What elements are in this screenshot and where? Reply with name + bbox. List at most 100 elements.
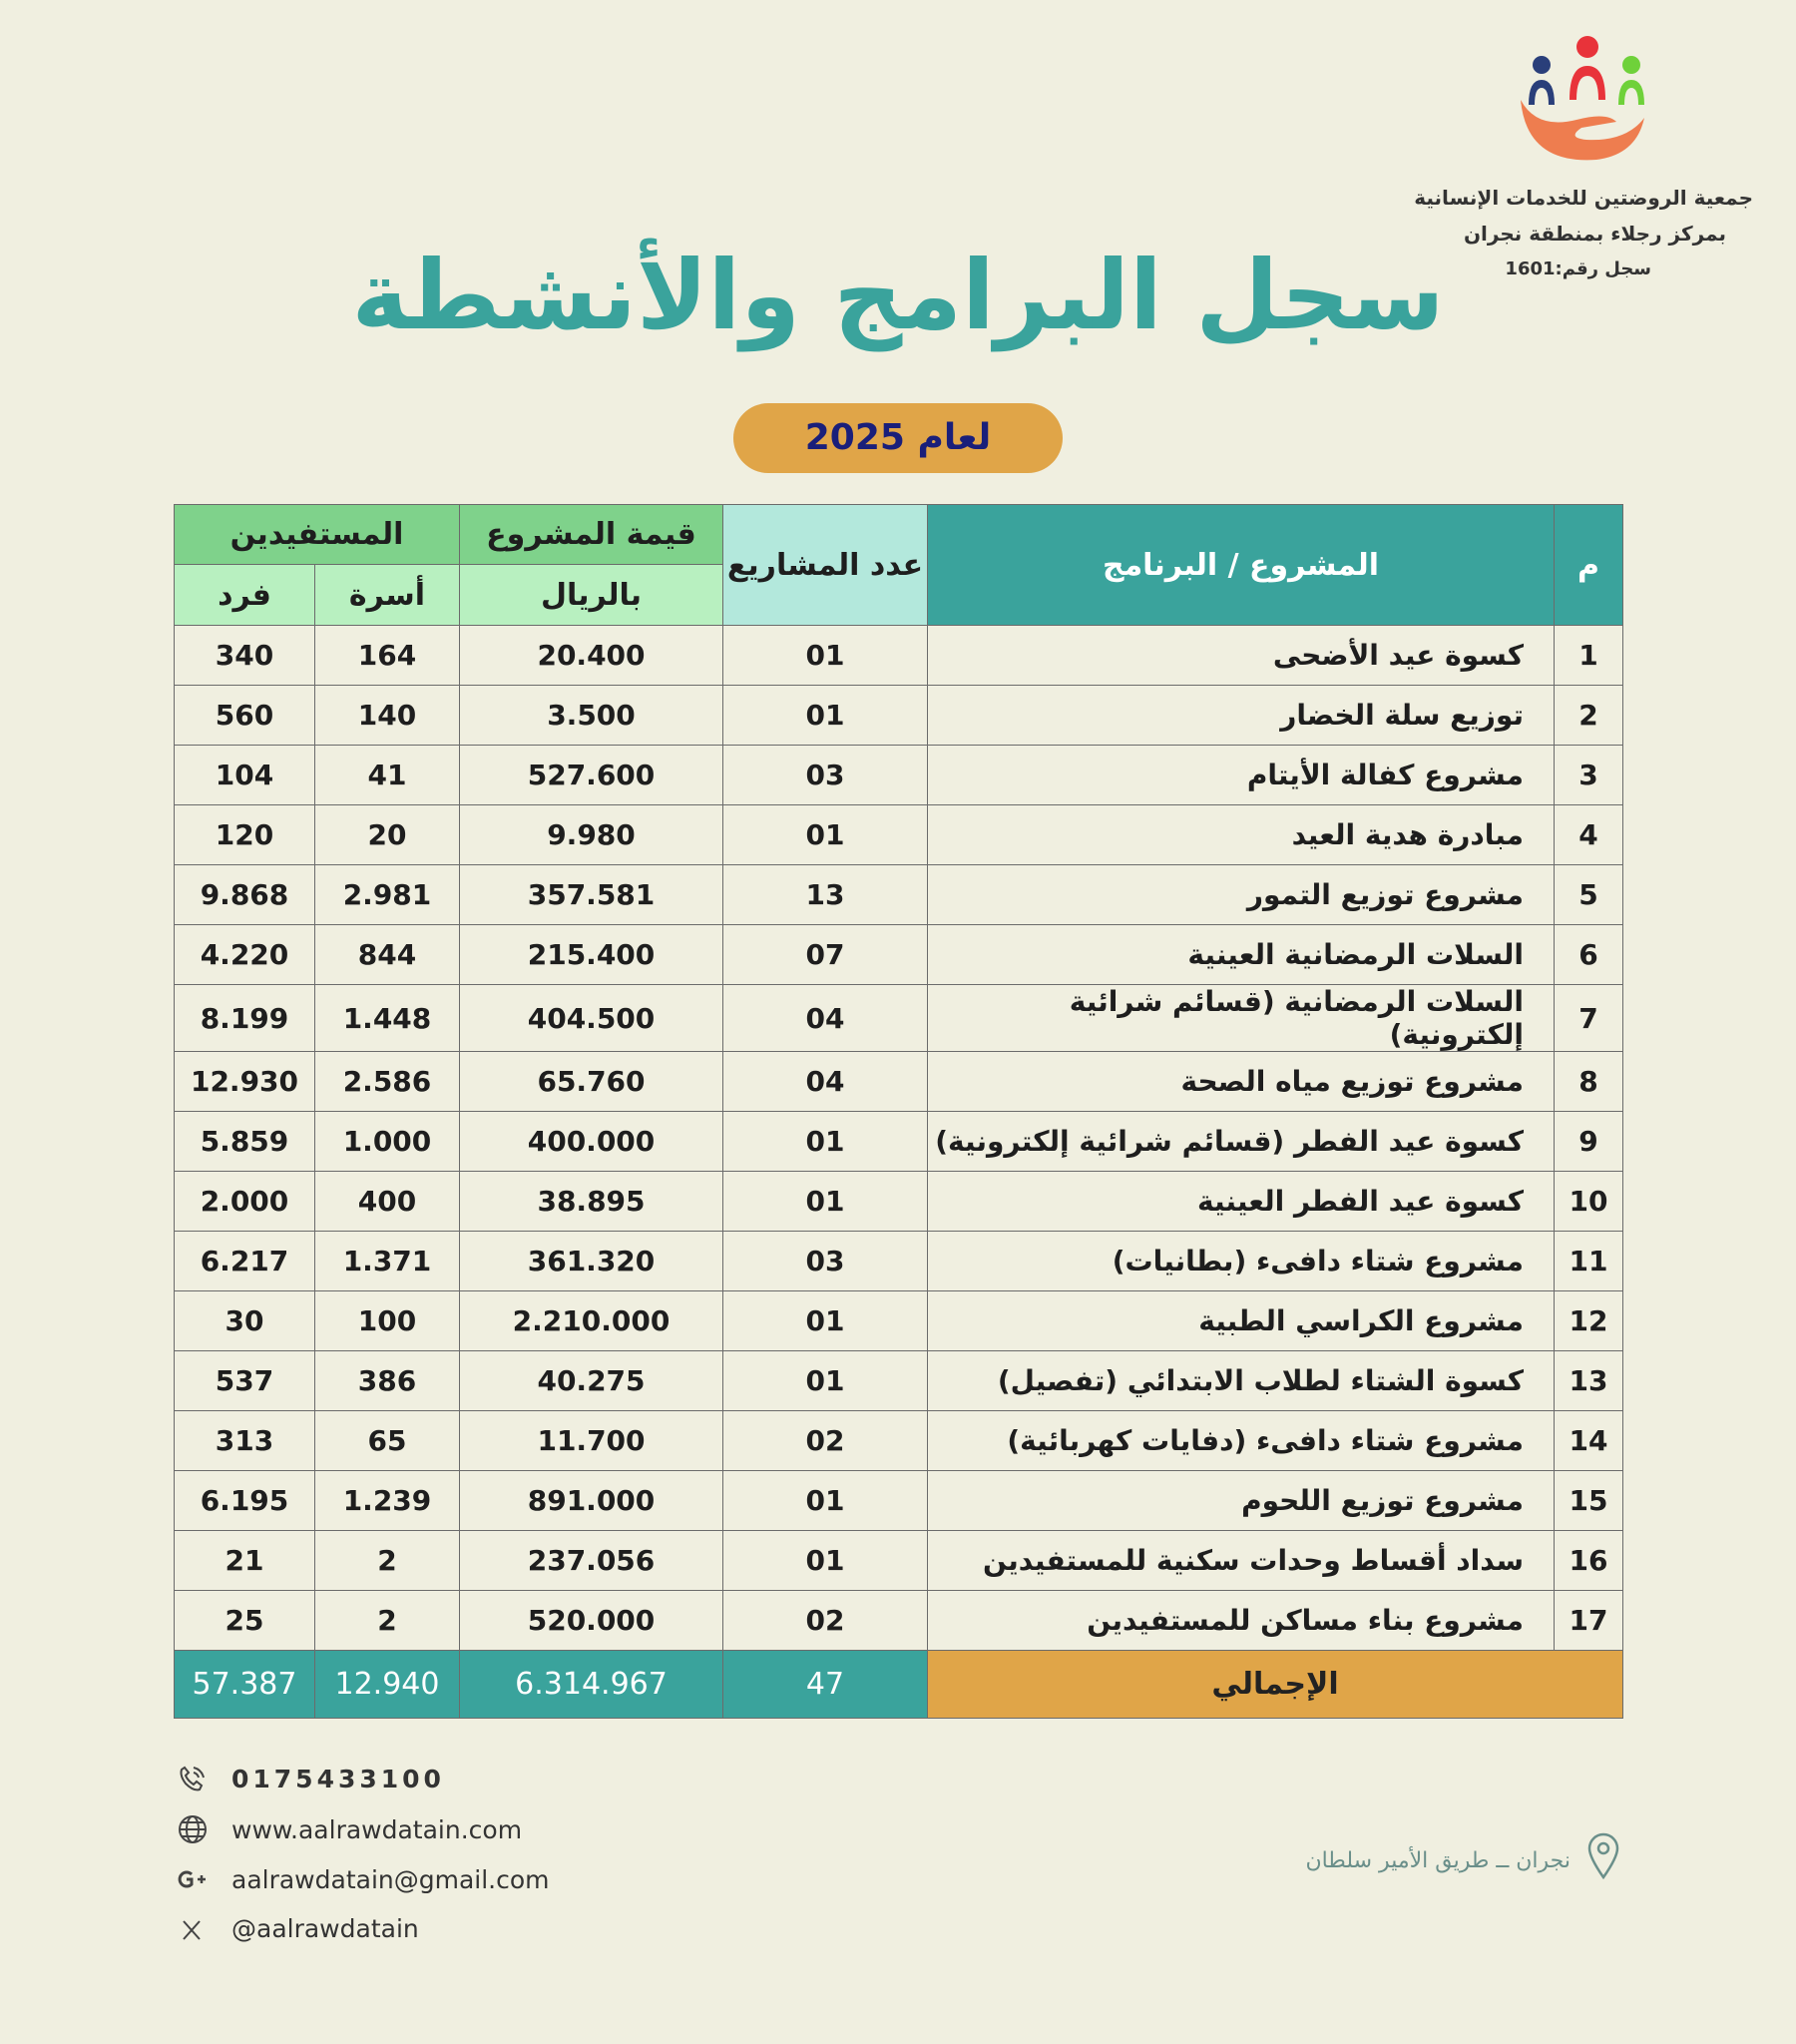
program-name: كسوة عيد الأضحى: [927, 625, 1555, 686]
project-value: 361.320: [459, 1231, 723, 1291]
row-index: 13: [1554, 1350, 1623, 1411]
project-count: 04: [722, 984, 928, 1052]
individuals: 6.217: [174, 1231, 315, 1291]
individuals: 313: [174, 1410, 315, 1471]
program-name: كسوة عيد الفطر (قسائم شرائية إلكترونية): [927, 1111, 1555, 1172]
project-value: 237.056: [459, 1530, 723, 1591]
header-beneficiaries: المستفيدين: [174, 504, 460, 565]
project-count: 01: [722, 1470, 928, 1531]
table-body: 1 كسوة عيد الأضحى 01 20.400 164 340 2 توزيع سلة…: [174, 625, 1623, 1719]
individuals: 340: [174, 625, 315, 686]
families: 1.239: [314, 1470, 460, 1531]
header-index: م: [1554, 504, 1623, 626]
program-name: كسوة عيد الفطر العينية: [927, 1171, 1555, 1232]
header-count: عدد المشاريع: [722, 504, 928, 626]
header-individual: فرد: [174, 564, 315, 626]
project-count: 01: [722, 1350, 928, 1411]
project-value: 11.700: [459, 1410, 723, 1471]
project-count: 02: [722, 1410, 928, 1471]
families: 20: [314, 804, 460, 865]
table-row: 13 كسوة الشتاء لطلاب الابتدائي (تفصيل) 01 4…: [174, 1350, 1623, 1411]
table-row: 12 مشروع الكراسي الطبية 01 2.210.000 100 30: [174, 1290, 1623, 1351]
project-value: 65.760: [459, 1051, 723, 1112]
logo: [1521, 36, 1644, 161]
families: 1.448: [314, 984, 460, 1052]
families: 400: [314, 1171, 460, 1232]
total-individual: 57.387: [174, 1650, 315, 1719]
individuals: 21: [174, 1530, 315, 1591]
table-row: 4 مبادرة هدية العيد 01 9.980 20 120: [174, 804, 1623, 865]
website: www.aalrawdatain.com: [231, 1815, 523, 1844]
project-count: 04: [722, 1051, 928, 1112]
project-value: 215.400: [459, 924, 723, 985]
project-value: 527.600: [459, 745, 723, 805]
program-name: توزيع سلة الخضار: [927, 685, 1555, 746]
title: سجل البرامج والأنشطة: [351, 240, 1445, 351]
programs-table: م المشروع / البرنامج عدد المشاريع قيمة ا…: [174, 504, 1623, 1719]
families: 140: [314, 685, 460, 746]
project-count: 01: [722, 1171, 928, 1232]
families: 2.981: [314, 864, 460, 925]
row-index: 11: [1554, 1231, 1623, 1291]
table-row: 1 كسوة عيد الأضحى 01 20.400 164 340: [174, 625, 1623, 686]
total-count: 47: [722, 1650, 928, 1719]
individuals: 9.868: [174, 864, 315, 925]
project-count: 13: [722, 864, 928, 925]
table-row: 17 مشروع بناء مساكن للمستفيدين 02 520.000 2 2…: [174, 1590, 1623, 1651]
individuals: 537: [174, 1350, 315, 1411]
individuals: 12.930: [174, 1051, 315, 1112]
individuals: 6.195: [174, 1470, 315, 1531]
program-name: مشروع شتاء دافىء (دفايات كهربائية): [927, 1410, 1555, 1471]
individuals: 30: [174, 1290, 315, 1351]
project-count: 02: [722, 1590, 928, 1651]
row-index: 6: [1554, 924, 1623, 985]
header-value: قيمة المشروع: [459, 504, 723, 565]
table-row: 9 كسوة عيد الفطر (قسائم شرائية إلكترونية)…: [174, 1111, 1623, 1172]
program-name: مشروع شتاء دافىء (بطانيات): [927, 1231, 1555, 1291]
table-row: 11 مشروع شتاء دافىء (بطانيات) 03 361.320 1.3…: [174, 1231, 1623, 1291]
project-value: 20.400: [459, 625, 723, 686]
families: 164: [314, 625, 460, 686]
table-row: 14 مشروع شتاء دافىء (دفايات كهربائية) 02 11…: [174, 1410, 1623, 1471]
table-row: 15 مشروع توزيع اللحوم 01 891.000 1.239 6.195: [174, 1470, 1623, 1531]
row-index: 10: [1554, 1171, 1623, 1232]
row-index: 16: [1554, 1530, 1623, 1591]
table-row: 16 سداد أقساط وحدات سكنية للمستفيدين 01 237…: [174, 1530, 1623, 1591]
project-count: 01: [722, 1111, 928, 1172]
social: @aalrawdatain: [231, 1914, 419, 1943]
families: 844: [314, 924, 460, 985]
contact-icons: [178, 1766, 207, 1940]
row-index: 14: [1554, 1410, 1623, 1471]
project-value: 3.500: [459, 685, 723, 746]
row-index: 15: [1554, 1470, 1623, 1531]
program-name: كسوة الشتاء لطلاب الابتدائي (تفصيل): [927, 1350, 1555, 1411]
individuals: 5.859: [174, 1111, 315, 1172]
program-name: السلات الرمضانية (قسائم شرائية إلكترونية…: [927, 984, 1555, 1052]
row-index: 7: [1554, 984, 1623, 1052]
project-value: 891.000: [459, 1470, 723, 1531]
project-value: 2.210.000: [459, 1290, 723, 1351]
project-count: 01: [722, 685, 928, 746]
total-value: 6.314.967: [459, 1650, 723, 1719]
families: 2: [314, 1590, 460, 1651]
row-index: 9: [1554, 1111, 1623, 1172]
program-name: مشروع توزيع اللحوم: [927, 1470, 1555, 1531]
project-value: 40.275: [459, 1350, 723, 1411]
row-index: 12: [1554, 1290, 1623, 1351]
project-count: 03: [722, 1231, 928, 1291]
org-branch: بمركز رجلاء بمنطقة نجران: [1463, 222, 1726, 246]
year-badge: لعام 2025: [733, 403, 1063, 473]
row-index: 17: [1554, 1590, 1623, 1651]
individuals: 120: [174, 804, 315, 865]
program-name: مشروع كفالة الأيتام: [927, 745, 1555, 805]
row-index: 1: [1554, 625, 1623, 686]
families: 1.371: [314, 1231, 460, 1291]
row-index: 2: [1554, 685, 1623, 746]
families: 100: [314, 1290, 460, 1351]
total-row: الإجمالي 47 6.314.967 12.940 57.387: [174, 1650, 1623, 1719]
table-row: 8 مشروع توزيع مياه الصحة 04 65.760 2.586 12.9…: [174, 1051, 1623, 1112]
table-row: 6 السلات الرمضانية العينية 07 215.400 844 4.2…: [174, 924, 1623, 985]
total-label: الإجمالي: [927, 1650, 1623, 1719]
row-index: 3: [1554, 745, 1623, 805]
